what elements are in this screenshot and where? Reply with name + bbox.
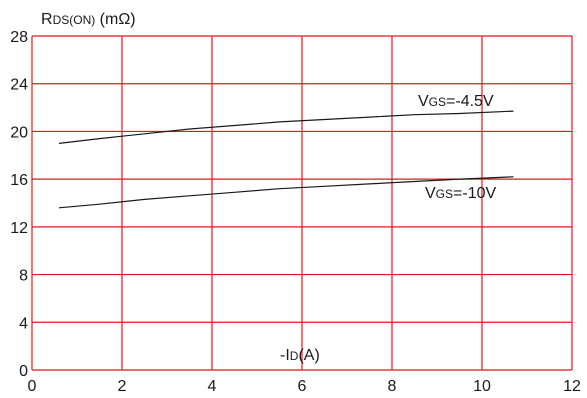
series-line-vgs-4-5v bbox=[58, 110, 514, 144]
x-axis-title: -ID(A) bbox=[280, 347, 320, 364]
series-label-vgs-4-5v: VGS=-4.5V bbox=[418, 93, 494, 110]
y-tick-label-24: 24 bbox=[10, 77, 28, 94]
y-tick-label-20: 20 bbox=[10, 124, 28, 141]
x-tick-label-0: 0 bbox=[28, 378, 37, 395]
series-label-vgs-10v: VGS=-10V bbox=[425, 185, 496, 202]
y-tick-label-0: 0 bbox=[19, 363, 28, 380]
y-tick-label-12: 12 bbox=[10, 220, 28, 237]
series-line-vgs-10v bbox=[58, 176, 514, 209]
grid bbox=[31, 35, 573, 371]
x-tick-label-10: 10 bbox=[473, 378, 491, 395]
y-tick-label-16: 16 bbox=[10, 172, 28, 189]
x-tick-label-6: 6 bbox=[298, 378, 307, 395]
y-tick-label-4: 4 bbox=[19, 315, 28, 332]
x-tick-label-4: 4 bbox=[208, 378, 217, 395]
y-tick-label-28: 28 bbox=[10, 29, 28, 46]
series-lines bbox=[58, 110, 514, 209]
x-tick-label-2: 2 bbox=[118, 378, 127, 395]
y-axis-title: RDS(ON) (mΩ) bbox=[41, 11, 136, 28]
x-tick-label-8: 8 bbox=[388, 378, 397, 395]
x-tick-label-12: 12 bbox=[563, 378, 581, 395]
y-tick-label-8: 8 bbox=[19, 268, 28, 285]
